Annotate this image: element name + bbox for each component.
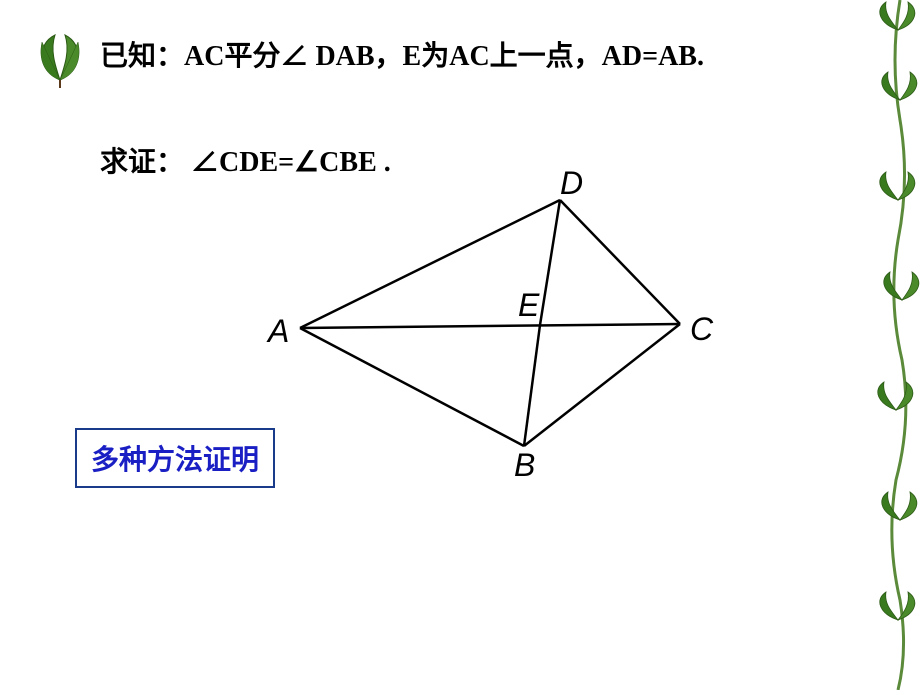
given-text: 已知：AC平分∠ DAB，E为AC上一点，AD=AB. [100, 36, 760, 78]
geometry-diagram: ABCDE [260, 170, 720, 470]
vine-decoration [850, 0, 920, 690]
svg-text:C: C [690, 311, 714, 347]
slide: 已知：AC平分∠ DAB，E为AC上一点，AD=AB. 求证： ∠CDE=∠CB… [0, 0, 920, 690]
svg-text:B: B [514, 447, 535, 480]
svg-text:A: A [266, 313, 289, 349]
svg-text:D: D [560, 170, 583, 201]
svg-text:E: E [518, 287, 540, 323]
leaf-icon [30, 30, 90, 90]
methods-box: 多种方法证明 [75, 428, 275, 488]
